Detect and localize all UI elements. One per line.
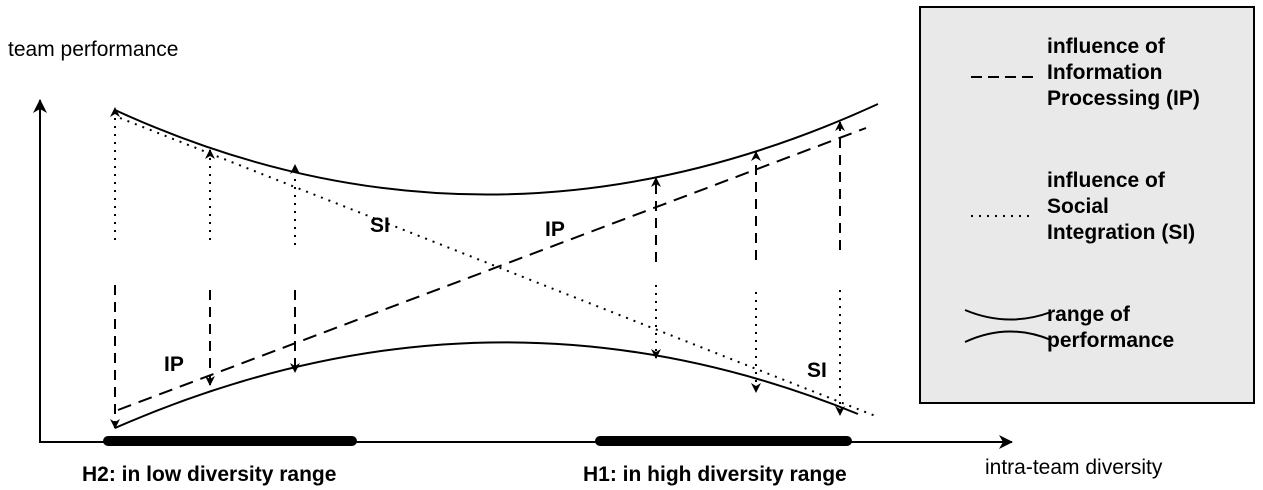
legend-item-ip: influence of Information Processing (IP): [921, 34, 1253, 124]
legend-item-si: influence of Social Integration (SI): [921, 168, 1253, 258]
lower-performance-curve: [114, 341, 859, 429]
si-label-upper: SI: [370, 214, 390, 237]
y-axis-label: team performance: [8, 38, 179, 61]
ip-label-upper: IP: [545, 218, 565, 241]
upper-performance-curve: [114, 103, 879, 196]
legend-si-line3: Integration (SI): [1047, 221, 1196, 244]
ip-influence-line: [117, 127, 867, 411]
low-range-arrows: [110, 107, 300, 429]
si-label-lower: SI: [807, 359, 827, 382]
curve-sample: [964, 309, 1052, 343]
legend-range-line2: performance: [1047, 329, 1175, 352]
h2-label: H2: in low diversity range: [82, 463, 337, 486]
legend-item-range: range of performance: [921, 302, 1253, 362]
h1-label: H1: in high diversity range: [583, 463, 847, 486]
high-range-arrows: [651, 121, 845, 416]
legend-box: influence of Information Processing (IP)…: [919, 6, 1255, 404]
dashed-line-sample: [971, 76, 1035, 78]
legend-si-line1: influence of: [1047, 169, 1165, 192]
legend-ip-line1: influence of: [1047, 35, 1165, 58]
legend-range-line1: range of: [1047, 303, 1130, 326]
x-axis-label: intra-team diversity: [985, 456, 1163, 479]
legend-si-line2: Social: [1047, 195, 1109, 218]
legend-ip-line3: Processing (IP): [1047, 87, 1200, 110]
ip-label-lower: IP: [164, 353, 184, 376]
legend-ip-line2: Information: [1047, 61, 1163, 84]
si-influence-line: [119, 117, 879, 418]
dotted-line-sample: [971, 215, 1035, 217]
